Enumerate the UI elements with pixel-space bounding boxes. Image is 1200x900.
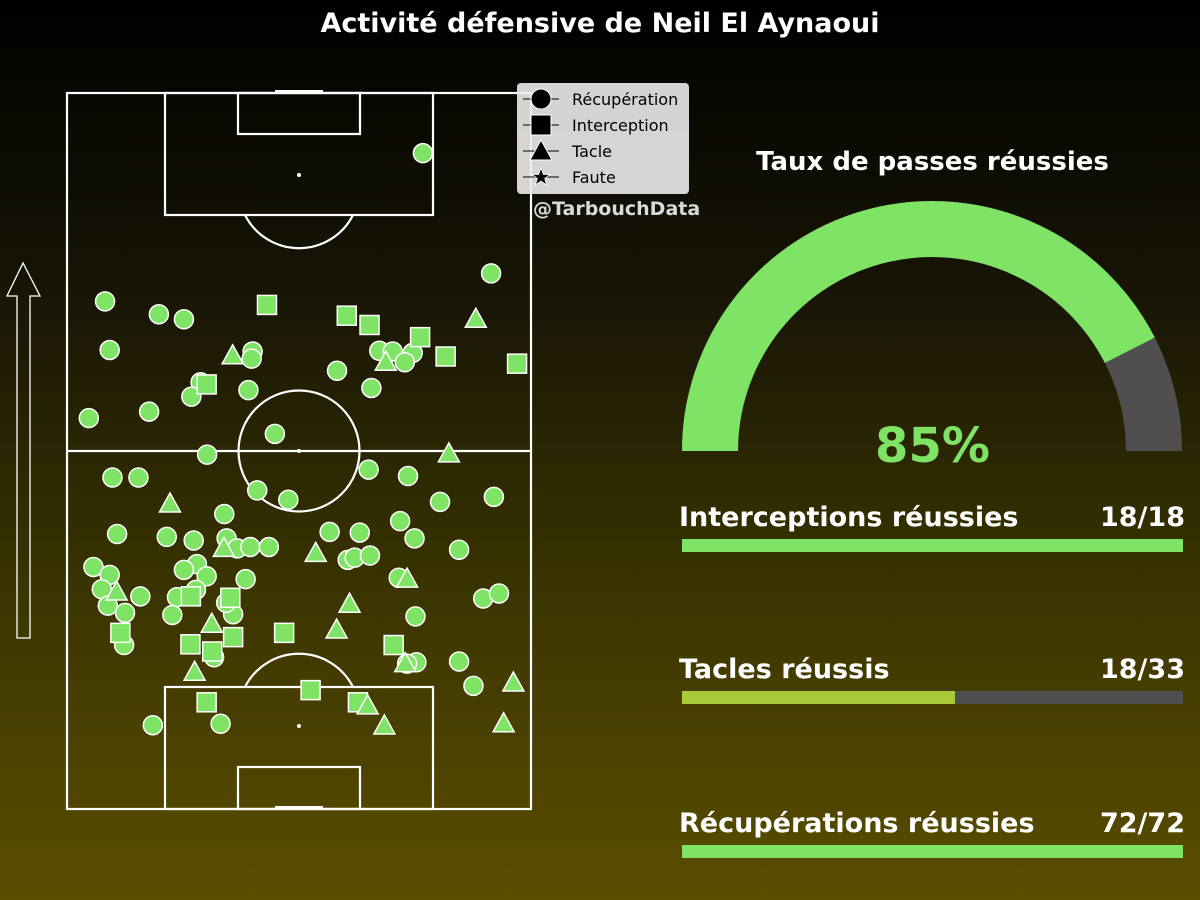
stat-bar-fill (682, 691, 955, 704)
stat-bar-track (682, 845, 1183, 858)
stat-label: Tacles réussis (679, 654, 890, 685)
stat-bar-fill (682, 845, 1183, 858)
stat-value: 18/18 (1100, 502, 1185, 533)
stat-label: Interceptions réussies (679, 502, 1018, 533)
stat-value: 18/33 (1100, 654, 1185, 685)
stat-bar-fill (682, 539, 1183, 552)
gauge-value: 85% (680, 418, 1185, 474)
stat-label: Récupérations réussies (679, 808, 1035, 839)
stat-value: 72/72 (1100, 808, 1185, 839)
stat-bar-track (682, 539, 1183, 552)
stat-bar-track (682, 691, 1183, 704)
